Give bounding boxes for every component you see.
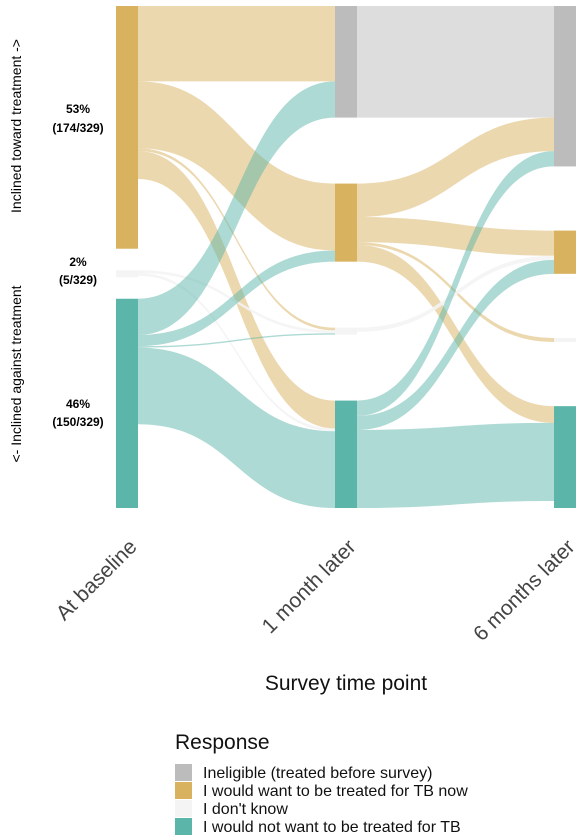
annotation-dk-pct: 2% xyxy=(69,255,87,269)
xtick-baseline: At baseline xyxy=(52,535,142,625)
node-6-months-later-treat xyxy=(554,230,576,274)
side-label-top: Inclined toward treatment -> xyxy=(8,39,24,213)
node-1-month-later-no xyxy=(335,400,357,508)
flow-at-baseline-treat-to-no xyxy=(138,151,335,429)
flow-at-baseline-no-to-inel xyxy=(138,81,335,336)
node-at-baseline-dk xyxy=(116,270,138,278)
flow-at-baseline-no-to-no xyxy=(138,347,335,508)
flow-1-month-later-dk-to-treat xyxy=(357,255,554,332)
node-6-months-later-no xyxy=(554,406,576,508)
flow-at-baseline-dk-to-no xyxy=(138,273,335,432)
node-at-baseline-no xyxy=(116,298,138,508)
flow-at-baseline-treat-to-treat xyxy=(138,81,335,251)
node-6-months-later-dk xyxy=(554,338,576,342)
node-1-month-later-treat xyxy=(335,183,357,262)
legend-label-treat: I would want to be treated for TB now xyxy=(203,783,468,800)
legend-title: Response xyxy=(175,731,270,754)
legend-swatch-dont-know xyxy=(175,800,192,817)
flow-at-baseline-treat-to-inel xyxy=(138,6,335,82)
legend-swatch-treat xyxy=(175,782,192,799)
flow-at-baseline-no-to-dk xyxy=(138,333,335,348)
annotation-treat-pct: 53% xyxy=(66,102,90,116)
legend-label-ineligible: Ineligible (treated before survey) xyxy=(203,765,432,782)
legend-swatch-no xyxy=(175,818,192,835)
flow-1-month-later-no-to-inel xyxy=(357,151,554,416)
annotation-treat-count: (174/329) xyxy=(52,121,103,135)
legend: Response Ineligible (treated before surv… xyxy=(175,731,468,836)
flow-1-month-later-no-to-no xyxy=(357,422,554,508)
xtick-6-months: 6 months later xyxy=(469,535,578,645)
x-axis-title: Survey time point xyxy=(265,672,427,695)
legend-label-no: I would not want to be treated for TB xyxy=(203,819,461,836)
node-1-month-later-inel xyxy=(335,6,357,118)
legend-label-dont-know: I don't know xyxy=(203,801,288,818)
flow-1-month-later-no-to-treat xyxy=(357,259,554,430)
node-6-months-later-inel xyxy=(554,6,576,167)
flow-1-month-later-treat-to-treat xyxy=(357,217,554,256)
legend-swatch-ineligible xyxy=(175,764,192,781)
flow-1-month-later-inel-to-inel xyxy=(357,6,554,118)
node-1-month-later-dk xyxy=(335,327,357,335)
xtick-1-month: 1 month later xyxy=(258,535,361,638)
flow-1-month-later-treat-to-no xyxy=(357,244,554,423)
annotation-dk-count: (5/329) xyxy=(59,273,97,287)
node-layer xyxy=(116,6,576,508)
flow-at-baseline-treat-to-dk xyxy=(138,148,335,331)
side-label-bottom: <- Inclined against treatment xyxy=(8,285,24,462)
annotation-no-count: (150/329) xyxy=(52,415,103,429)
annotation-no-pct: 46% xyxy=(66,397,90,411)
node-at-baseline-treat xyxy=(116,6,138,249)
flow-layer xyxy=(138,6,554,508)
flow-1-month-later-treat-to-inel xyxy=(357,117,554,218)
flow-at-baseline-no-to-treat xyxy=(138,250,335,347)
